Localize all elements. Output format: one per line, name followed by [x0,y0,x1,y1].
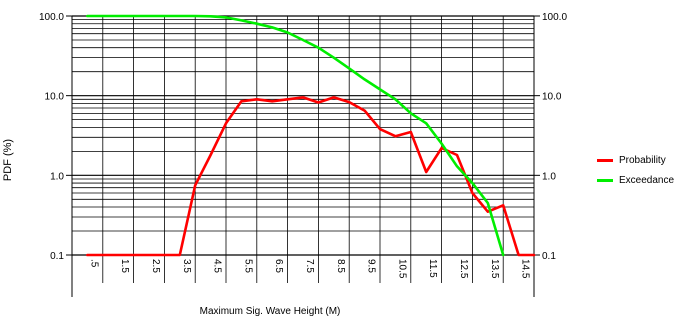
legend-swatch-probability [597,158,613,162]
x-axis-label: Maximum Sig. Wave Height (M) [199,306,341,317]
x-tick-label: 10.5 [396,259,407,279]
x-tick-label: 7.5 [304,259,315,273]
x-tick-label: 11.5 [427,259,438,278]
right-tick-label: 100.0 [542,12,567,23]
x-tick-label: 3.5 [181,259,192,273]
legend: Probability Exceedance [597,150,674,190]
legend-item-exceedance: Exceedance [597,170,674,190]
grid [72,15,535,256]
x-tick-label: 14.5 [520,259,531,279]
series [86,14,536,257]
right-tick-label: 10.0 [542,92,562,103]
x-tick-label: 5.5 [242,259,253,273]
right-tick-label: 0.1 [542,251,556,262]
x-tick-label: 2.5 [150,259,161,273]
x-tick-label: .5 [88,259,99,268]
tick-labels: .5 1.5 2.5 3.5 4.5 5.5 6.5 7.5 8.5 9.5 10.5 11.5 12.… [39,12,567,279]
x-tick-label: 8.5 [335,259,346,273]
y-tick-label: 1.0 [50,171,64,182]
x-tick-label: 4.5 [212,259,223,273]
legend-item-probability: Probability [597,150,674,170]
legend-label-exceedance: Exceedance [619,174,675,186]
x-tick-label: 6.5 [273,259,284,273]
legend-swatch-exceedance [597,178,613,182]
x-tick-label: 13.5 [489,259,500,279]
y-tick-label: 10.0 [45,92,65,103]
legend-label-probability: Probability [619,154,666,166]
series-line-exceedance [86,14,505,257]
x-tick-label: 9.5 [366,259,377,273]
y-axis-label: PDF (%) [2,138,14,182]
y-tick-label: 100.0 [39,12,64,23]
x-tick-label: 12.5 [458,259,469,279]
series-line-probability [86,96,536,257]
y-tick-label: 0.1 [50,251,64,262]
x-tick-label: 1.5 [119,259,130,273]
right-tick-label: 1.0 [542,171,556,182]
